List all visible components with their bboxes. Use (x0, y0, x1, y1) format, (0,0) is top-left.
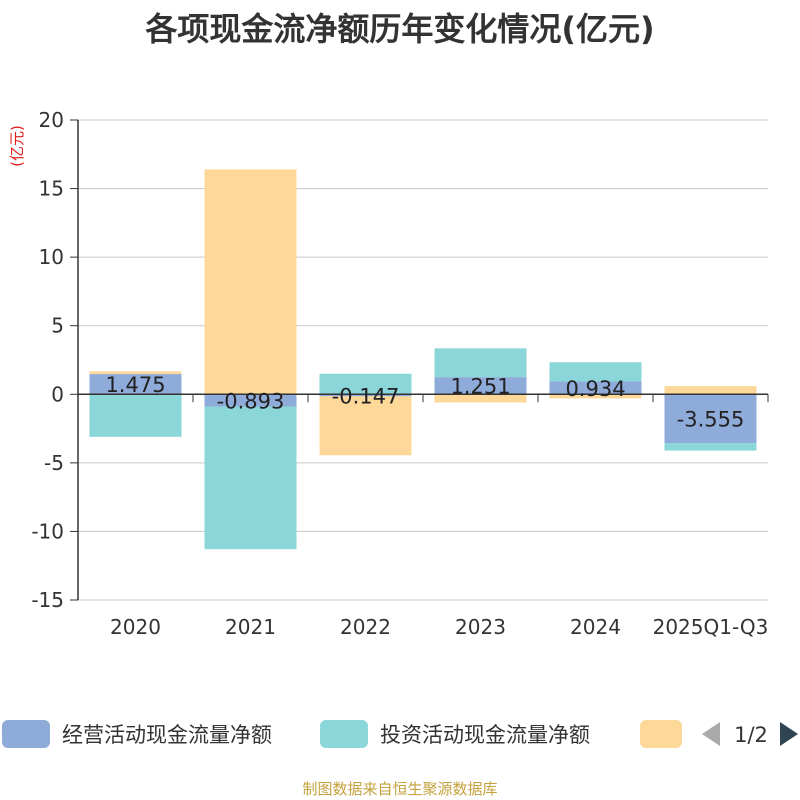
chart-title: 各项现金流净额历年变化情况(亿元) (145, 10, 655, 48)
legend-label-2[interactable]: 投资活动现金流量净额 (380, 723, 590, 747)
legend-swatch-3[interactable] (640, 720, 682, 748)
y-tick-label: 20 (39, 108, 64, 132)
legend-label-1[interactable]: 经营活动现金流量净额 (62, 723, 272, 747)
bar-series1-2022[interactable] (319, 394, 412, 397)
x-tick-label: 2020 (110, 615, 161, 639)
legend-swatch-1[interactable] (2, 720, 50, 748)
y-tick-label: 5 (51, 314, 64, 338)
legend-next-icon[interactable] (780, 722, 798, 746)
y-tick-label: -5 (44, 451, 64, 475)
bar-series1-2020[interactable] (89, 374, 182, 395)
bar-series2-2025Q1-Q3[interactable] (664, 443, 757, 451)
bar-series2-2020[interactable] (89, 394, 182, 437)
bar-series1-2025Q1-Q3[interactable] (664, 394, 757, 444)
bar-series3-2022[interactable] (319, 396, 412, 456)
data-label: -0.893 (217, 389, 285, 413)
legend-prev-icon[interactable] (702, 722, 720, 746)
source-note: 制图数据来自恒生聚源数据库 (302, 780, 498, 798)
bars (89, 169, 757, 550)
y-tick-label: 15 (39, 177, 64, 201)
legend-swatch-2[interactable] (320, 720, 368, 748)
data-label: 1.251 (450, 375, 510, 399)
data-label: -3.555 (677, 408, 745, 432)
bar-series2-2024[interactable] (549, 362, 642, 382)
bar-series3-2020[interactable] (89, 371, 182, 375)
axes: 20 15 10 5 0 -5 -10 -15 (亿元) 2020 2021 2022 2023 2024… (8, 108, 769, 639)
legend-page-label: 1/2 (734, 723, 768, 747)
x-tick-label: 2024 (570, 615, 621, 639)
y-tick-label: -10 (31, 519, 64, 543)
bar-series1-2021[interactable] (204, 394, 297, 407)
bar-series2-2023[interactable] (434, 348, 527, 378)
y-axis-label: (亿元) (8, 125, 26, 167)
y-tick-label: 0 (51, 382, 64, 406)
x-tick-label: 2025Q1-Q3 (653, 615, 769, 639)
x-tick-label: 2021 (225, 615, 276, 639)
grid-lines (78, 119, 768, 601)
data-label: 1.475 (105, 373, 165, 397)
data-label: 0.934 (565, 377, 625, 401)
bar-series1-2023[interactable] (434, 377, 527, 395)
x-tick-label: 2022 (340, 615, 391, 639)
data-labels: 1.475 -0.893 -0.147 1.251 0.934 -3.555 (105, 373, 744, 431)
bar-series1-2024[interactable] (549, 381, 642, 395)
data-label: -0.147 (332, 384, 400, 408)
bar-series2-2021[interactable] (204, 406, 297, 550)
bar-series3-2021[interactable] (204, 169, 297, 395)
bar-series3-2023[interactable] (434, 394, 527, 403)
y-tick-label: -15 (31, 588, 64, 612)
bar-series3-2024[interactable] (549, 394, 642, 399)
bar-series2-2022[interactable] (319, 373, 412, 395)
bar-series3-2025Q1-Q3[interactable] (664, 386, 757, 395)
x-tick-label: 2023 (455, 615, 506, 639)
legend: 经营活动现金流量净额 投资活动现金流量净额 1/2 (2, 720, 798, 748)
y-tick-label: 10 (39, 245, 64, 269)
